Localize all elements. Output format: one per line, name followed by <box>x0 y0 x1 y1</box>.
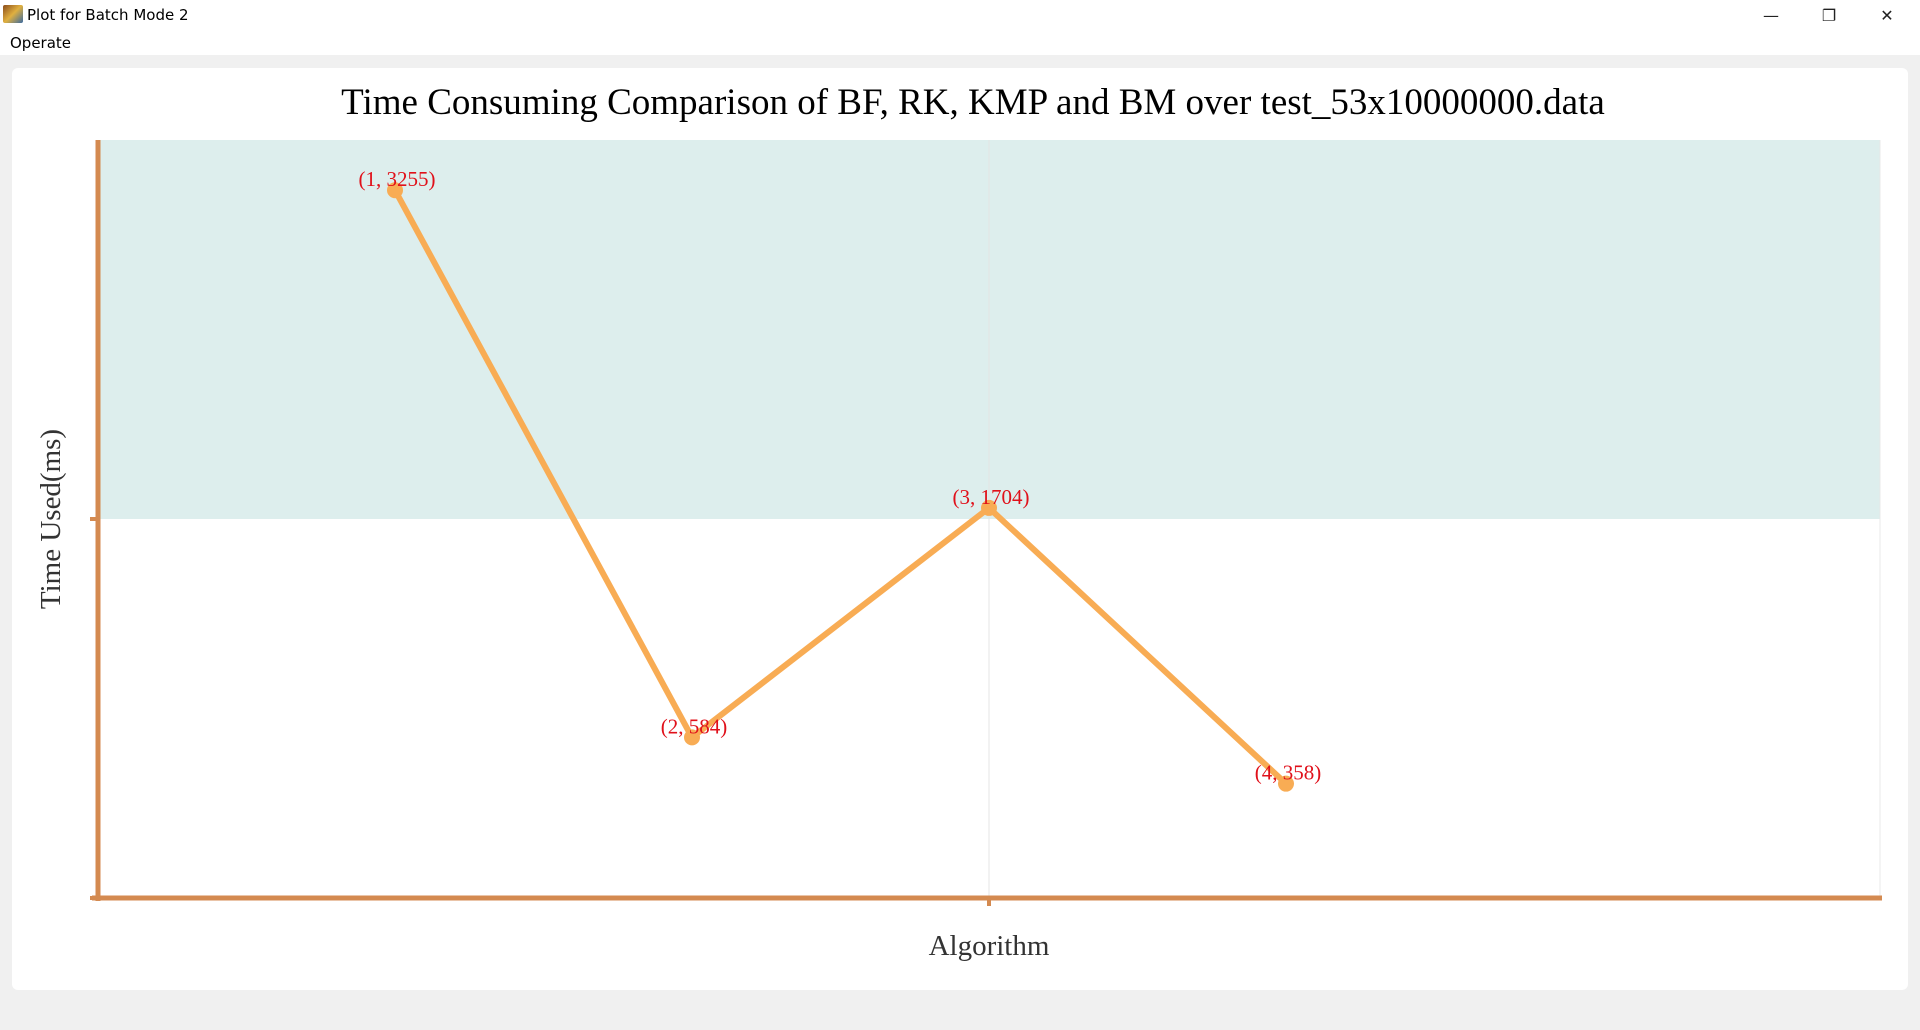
title-bar: Plot for Batch Mode 2 — ❐ ✕ <box>0 0 1920 30</box>
minimize-button[interactable]: — <box>1763 5 1779 25</box>
data-point <box>1278 775 1294 792</box>
chart-title: Time Consuming Comparison of BF, RK, KMP… <box>341 82 1605 123</box>
x-axis-label: Algorithm <box>929 930 1050 962</box>
data-point <box>684 729 700 746</box>
chart-card: (1, 3255) (2, 584) (3, 1704) (4, 358) Time … <box>12 68 1908 990</box>
data-label: (4, 358) <box>1255 761 1322 785</box>
restore-button[interactable]: ❐ <box>1821 5 1837 25</box>
data-point <box>981 499 997 516</box>
data-label: (2, 584) <box>661 714 728 738</box>
series-line <box>392 187 1289 787</box>
data-label: (1, 3255) <box>359 167 436 191</box>
menu-bar: Operate <box>0 30 1920 55</box>
data-points <box>387 182 1294 792</box>
line-chart: (1, 3255) (2, 584) (3, 1704) (4, 358) Time … <box>35 82 1882 962</box>
y-axis-label: Time Used(ms) <box>35 429 67 609</box>
data-label: (3, 1704) <box>953 485 1030 509</box>
menu-item-operate[interactable]: Operate <box>10 34 72 52</box>
data-point <box>387 182 403 199</box>
window-title: Plot for Batch Mode 2 <box>27 6 189 24</box>
close-button[interactable]: ✕ <box>1880 5 1894 25</box>
data-labels: (1, 3255) (2, 584) (3, 1704) (4, 358) <box>359 167 1322 784</box>
app-icon <box>3 5 23 23</box>
